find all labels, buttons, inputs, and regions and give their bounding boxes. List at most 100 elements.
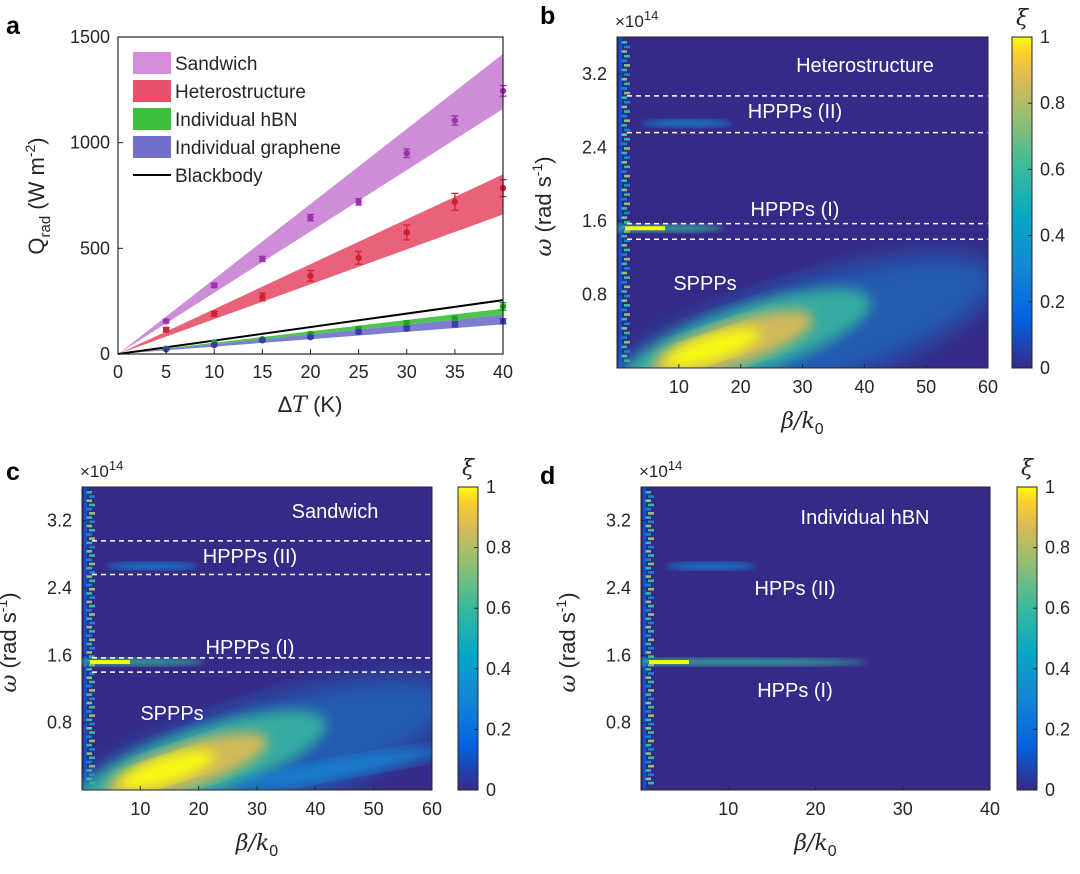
point-individual-graphene (211, 341, 218, 349)
point-sandwich (355, 198, 362, 206)
edge-speckle (645, 777, 651, 781)
edge-speckle (624, 340, 630, 344)
legend-swatch-hbn (133, 108, 171, 130)
edge-speckle (89, 748, 95, 751)
edge-speckle (648, 714, 654, 717)
edge-speckle (621, 68, 627, 72)
edge-speckle (624, 156, 630, 159)
edge-speckle (621, 160, 627, 164)
edge-speckle (86, 752, 92, 755)
edge-speckle (645, 651, 651, 654)
x-tick-label: 30 (893, 799, 913, 819)
edge-speckle (89, 520, 95, 524)
band-sandwich (118, 53, 503, 354)
legend-label-graphene: Individual graphene (175, 138, 341, 159)
edge-speckle (621, 354, 627, 358)
edge-speckle (645, 516, 651, 519)
x-tick-label: 20 (189, 799, 209, 819)
point-individual-graphene (451, 321, 459, 328)
edge-speckle (86, 491, 92, 494)
band-heterostructure (118, 174, 503, 354)
panel-letter-d: d (540, 462, 555, 490)
annotation-hpps-ii-: HPPs (II) (754, 578, 835, 600)
colorbar-b (1011, 36, 1033, 369)
edge-speckle (624, 91, 630, 95)
point-individual-graphene (403, 325, 410, 332)
heatmap-background-d (641, 487, 990, 790)
edge-speckle (648, 646, 654, 650)
edge-speckle (86, 609, 92, 612)
edge-speckle (89, 756, 95, 760)
colorbar-label-d: ξ (1021, 456, 1035, 481)
edge-speckle (86, 592, 92, 595)
edge-speckle (645, 634, 651, 637)
edge-speckle (86, 550, 92, 553)
edge-speckle (648, 739, 654, 743)
heatmap-panels: Heterostructure HPPPs (II) HPPPs (I) SPPPs ×… (0, 6, 1070, 860)
edge-speckle (621, 142, 627, 146)
a-x-tick-label: 5 (161, 362, 171, 382)
edge-speckle (86, 575, 92, 578)
edge-speckle (621, 207, 627, 210)
a-y-ticks: 0 500 1000 1500 (70, 27, 123, 364)
y-tick-label: 3.2 (47, 511, 72, 531)
legend-label-heterostructure: Heterostructure (175, 82, 306, 103)
edge-speckle (648, 756, 654, 760)
y-tick-label: 3.2 (582, 64, 607, 84)
x-tick-label: 40 (305, 799, 325, 819)
edge-speckle (645, 710, 651, 713)
y-tick-label: 0.8 (582, 284, 607, 304)
colorbar-tick-label: 0.6 (1040, 159, 1065, 179)
edge-speckle (645, 592, 651, 595)
edge-speckle (648, 731, 654, 734)
edge-speckle (624, 54, 630, 58)
edge-speckle (624, 313, 630, 316)
edge-speckle (624, 82, 630, 86)
edge-speckle (624, 239, 630, 243)
annotation-hpps-i-: HPPs (I) (757, 680, 833, 702)
colorbar-tick-label: 1 (1040, 27, 1050, 47)
edge-speckle (86, 718, 92, 722)
a-y-tick-label: 1000 (70, 133, 110, 153)
edge-speckle (645, 550, 651, 553)
colorbar-label-b: ξ (1016, 6, 1030, 31)
a-x-tick-label: 0 (113, 362, 123, 382)
edge-speckle (89, 596, 95, 599)
edge-speckle (645, 727, 651, 730)
edge-speckle (621, 114, 627, 118)
edge-speckle (648, 562, 654, 566)
edge-speckle (86, 558, 92, 562)
edge-speckle (624, 165, 630, 169)
annotation-hppps-ii-: HPPPs (II) (203, 546, 297, 568)
edge-speckle (86, 516, 92, 519)
a-x-tick-label: 10 (204, 362, 224, 382)
point-sandwich (307, 214, 314, 221)
edge-speckle (645, 491, 651, 494)
edge-speckle (86, 760, 92, 764)
edge-speckle (621, 308, 627, 312)
edge-speckle (624, 322, 630, 326)
edge-speckle (624, 230, 630, 233)
edge-speckle (645, 668, 651, 671)
edge-speckle (648, 537, 654, 540)
edge-speckle (648, 773, 654, 776)
edge-speckle (89, 528, 95, 532)
edge-speckle (645, 524, 651, 528)
edge-speckle (621, 87, 627, 90)
edge-speckle (621, 280, 627, 284)
colorbar-label-c: ξ (462, 456, 476, 481)
edge-speckle (86, 642, 92, 646)
edge-stripe (619, 37, 622, 368)
edge-speckle (621, 336, 627, 339)
point-individual-graphene (259, 337, 266, 344)
edge-speckle (86, 651, 92, 654)
edge-speckle (86, 524, 92, 528)
edge-speckle (621, 179, 627, 183)
x-tick-label: 10 (669, 377, 689, 397)
edge-speckle (89, 495, 95, 498)
edge-speckle (86, 710, 92, 713)
x-axis-label-b: β/k0 (780, 409, 823, 438)
y-tick-label: 0.8 (47, 713, 72, 733)
legend-label-blackbody: Blackbody (175, 166, 263, 187)
